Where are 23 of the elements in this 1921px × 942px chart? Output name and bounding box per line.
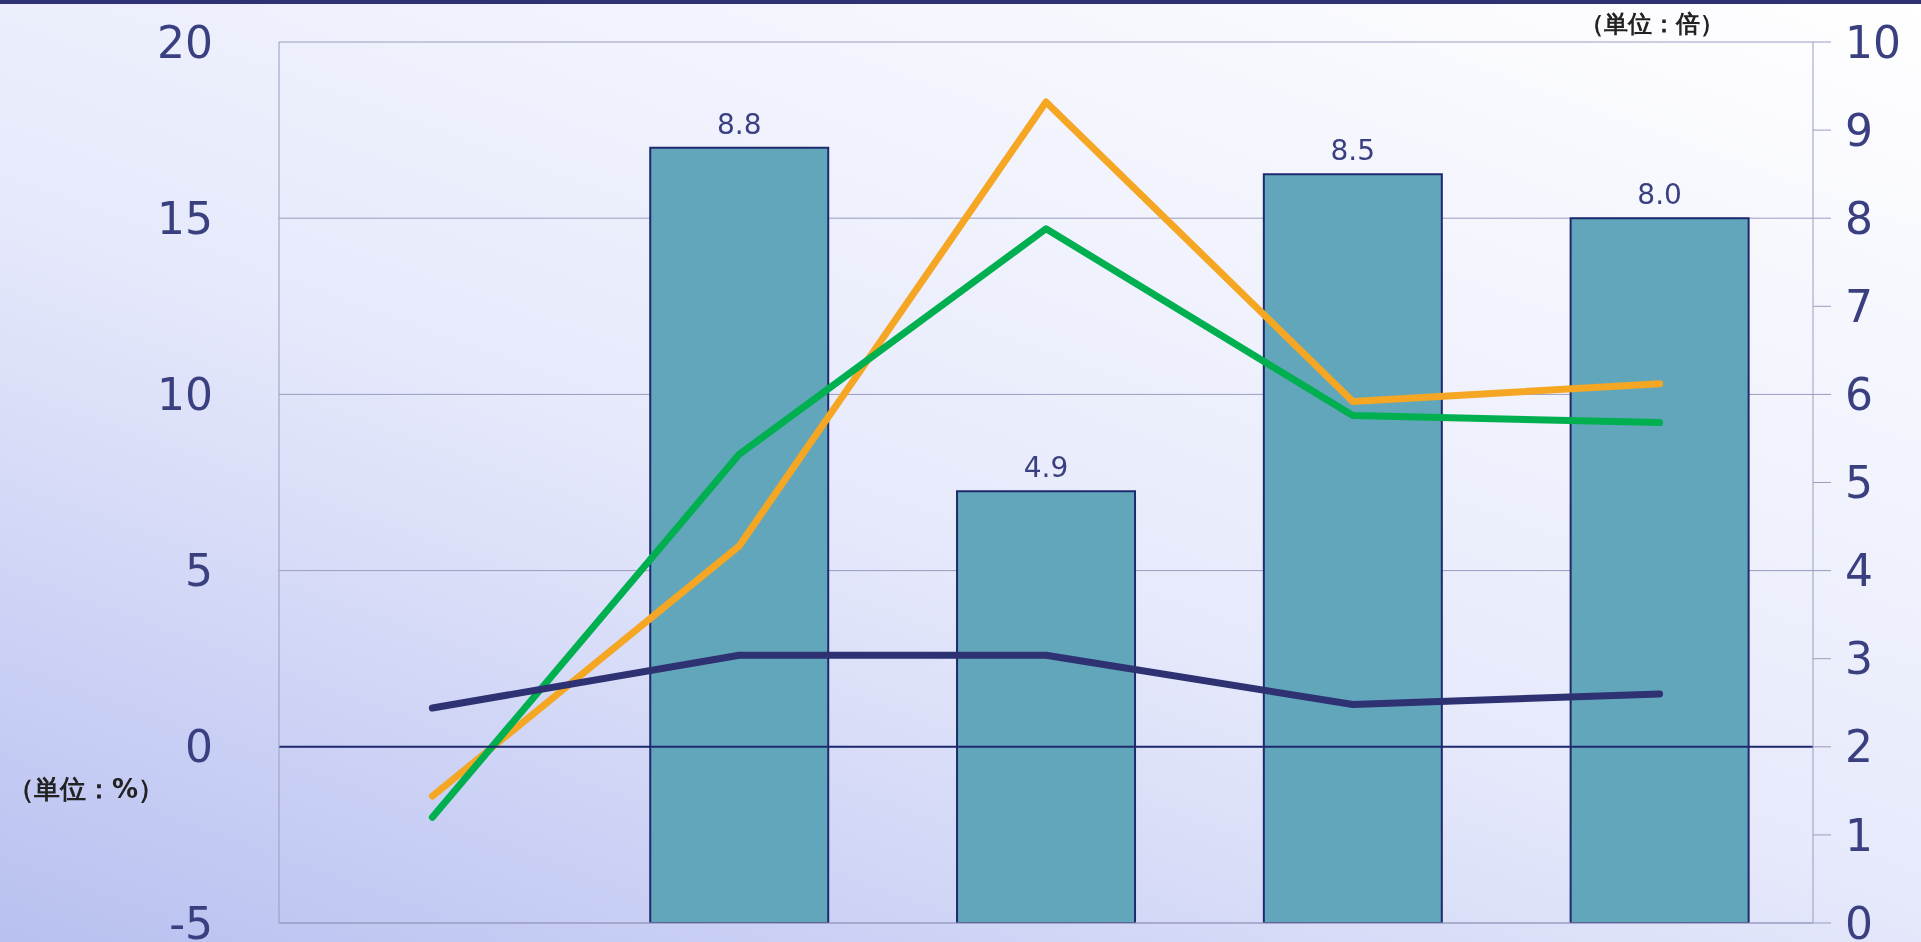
y2-tick-label: 8 (1845, 192, 1873, 244)
y2-tick-label: 3 (1845, 633, 1873, 685)
y2-tick-label: 2 (1845, 721, 1873, 773)
y-tick-label: 20 (157, 16, 213, 68)
y2-tick-label: 10 (1845, 16, 1901, 68)
y2-tick-label: 7 (1845, 280, 1873, 332)
y2-tick-label: 4 (1845, 545, 1873, 597)
y2-tick-label: 0 (1845, 897, 1873, 942)
y2-tick-label: 5 (1845, 457, 1873, 509)
y2-tick-label: 6 (1845, 369, 1873, 421)
data-label: 4.9 (1023, 451, 1069, 485)
y-tick-label: 15 (157, 192, 213, 244)
y-axis-title: （単位：%） (8, 773, 165, 806)
y-tick-label: 10 (157, 369, 213, 421)
y-tick-label: 5 (185, 545, 213, 597)
data-label: 8.0 (1637, 178, 1682, 212)
y2-tick-label: 1 (1845, 809, 1873, 861)
y-tick-label: -5 (169, 897, 213, 942)
data-label: 8.5 (1330, 134, 1376, 168)
y2-axis-title: （単位：倍） (1580, 9, 1724, 40)
y2-tick-label: 9 (1845, 104, 1873, 156)
y-tick-label: 0 (185, 721, 213, 773)
data-label: 8.8 (716, 107, 762, 141)
